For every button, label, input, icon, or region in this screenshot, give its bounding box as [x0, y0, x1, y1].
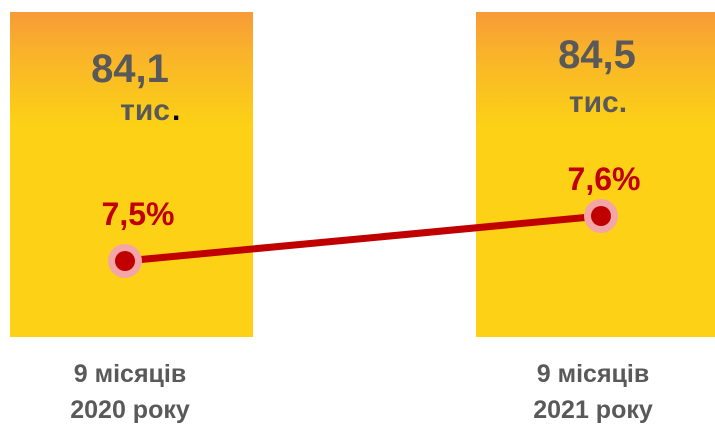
percent-line: [121, 212, 605, 265]
category-label-2021: 9 місяців 2021 року: [493, 356, 693, 428]
percent-label-2020: 7,5%: [102, 196, 175, 232]
category-label-2021-line-2: 2021 року: [533, 396, 653, 424]
category-label-2020-line-2: 2020 року: [70, 396, 190, 424]
percent-marker-2020: [115, 251, 135, 271]
bar-2021: [476, 12, 715, 337]
bar-2020: [10, 12, 253, 337]
bar-unit-label-2020: тис: [120, 94, 170, 127]
bar-unit-label-2021: тис.: [569, 86, 627, 119]
category-label-2020-line-1: 9 місяців: [73, 360, 187, 388]
category-label-2020: 9 місяців 2020 року: [30, 356, 230, 428]
bar-value-label-2020: 84,1: [91, 47, 169, 91]
bar-unit-accent-dot: .: [172, 94, 180, 127]
percent-label-2021: 7,6%: [568, 161, 641, 197]
percent-marker-2021: [591, 206, 611, 226]
bar-value-label-2021: 84,5: [558, 33, 636, 77]
category-label-2021-line-1: 9 місяців: [536, 360, 650, 388]
